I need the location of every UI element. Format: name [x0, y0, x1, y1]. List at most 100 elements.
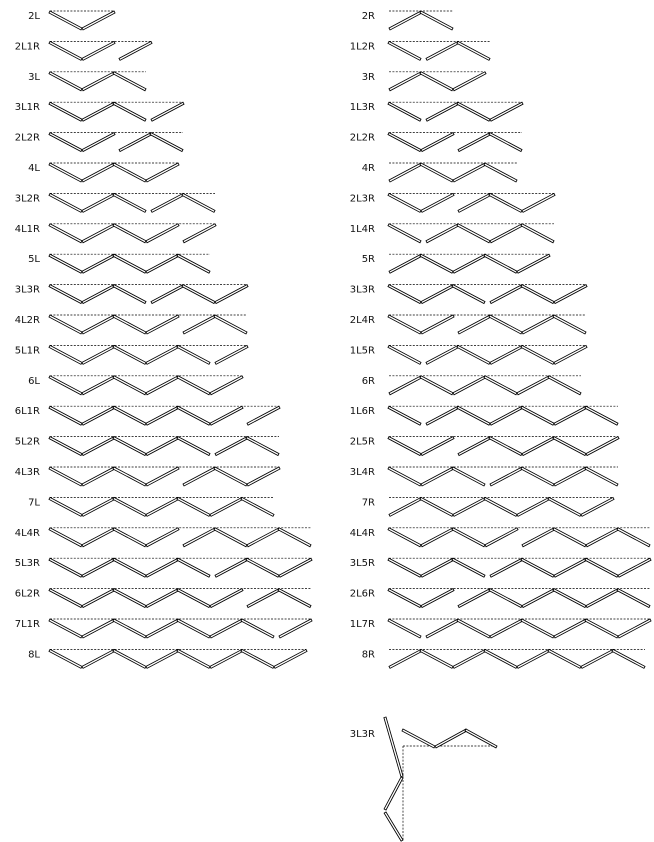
strip-segment: [420, 557, 455, 578]
pattern-3L3R: 3L3R: [15, 284, 249, 305]
pattern-label: 3L3R: [350, 285, 375, 296]
strip-segment: [48, 10, 83, 31]
strip-segment: [112, 436, 147, 457]
strip-segment: [213, 466, 248, 487]
strip-segment: [145, 588, 180, 609]
pattern-3R: 3R: [362, 71, 487, 92]
strip-segment: [457, 436, 492, 457]
strip-segment: [145, 253, 180, 274]
strip-segment: [520, 344, 555, 365]
strip-segment: [112, 618, 147, 639]
strip-segment: [488, 436, 523, 457]
strip-segment: [457, 314, 492, 335]
strip-segment: [176, 496, 211, 517]
strip-segment: [521, 436, 556, 457]
strip-segment: [489, 405, 524, 426]
pattern-5L1R: 5L1R: [15, 344, 249, 365]
strip-segment: [451, 527, 486, 548]
strip-segment: [516, 253, 551, 274]
strip-segment: [176, 588, 211, 609]
strip-segment: [387, 223, 422, 244]
strip-segment: [483, 496, 518, 517]
strip-segment: [387, 436, 422, 457]
pattern-6L: 6L: [28, 375, 244, 396]
strip-segment: [420, 284, 455, 305]
strip-segment: [112, 314, 147, 335]
pattern-label: 2L6R: [350, 589, 375, 600]
pattern-4L2R: 4L2R: [15, 314, 248, 335]
strip-segment: [118, 132, 153, 153]
strip-segment: [388, 71, 423, 92]
strip-segment: [145, 314, 180, 335]
pattern-3L1R: 3L1R: [15, 101, 185, 122]
strip-segment: [483, 162, 518, 183]
pattern-label: 6L1R: [15, 406, 40, 417]
strip-segment: [209, 588, 244, 609]
strip-segment: [181, 284, 216, 305]
strip-segment: [209, 375, 244, 396]
strip-segment: [520, 557, 555, 578]
pattern-4L4R: 4L4R: [350, 527, 651, 548]
pattern-4L3R: 4L3R: [15, 466, 281, 487]
strip-segment: [48, 436, 83, 457]
strip-segment: [520, 405, 555, 426]
strip-segment: [388, 253, 423, 274]
strip-segment: [420, 527, 455, 548]
strip-segment: [489, 284, 524, 305]
strip-segment: [176, 618, 211, 639]
strip-segment: [112, 192, 147, 213]
strip-segment: [278, 557, 313, 578]
strip-segment: [145, 375, 180, 396]
pattern-5R: 5R: [362, 253, 551, 274]
pattern-label: 3L4R: [350, 467, 375, 478]
strip-segment: [81, 648, 116, 669]
strip-segment: [456, 344, 491, 365]
strip-segment: [245, 436, 280, 457]
strip-segment: [118, 40, 153, 61]
strip-segment: [552, 314, 587, 335]
strip-segment: [387, 588, 422, 609]
strip-segment: [112, 71, 147, 92]
strip-segment: [48, 253, 83, 274]
pattern-label: 2L4R: [350, 315, 375, 326]
strip-segment: [81, 466, 116, 487]
strip-segment: [213, 527, 248, 548]
strip-segment: [48, 132, 83, 153]
strip-segment: [387, 284, 422, 305]
pattern-4L1R: 4L1R: [15, 223, 217, 244]
strip-segment: [483, 375, 518, 396]
pattern-1L3R: 1L3R: [350, 101, 524, 122]
strip-segment: [521, 314, 556, 335]
strip-segment: [489, 223, 524, 244]
strip-segment: [277, 588, 312, 609]
strip-segment: [521, 588, 556, 609]
strip-segment: [584, 557, 619, 578]
strip-segment: [547, 375, 582, 396]
pattern-2L6R: 2L6R: [350, 588, 651, 609]
strip-segment: [420, 588, 455, 609]
strip-segment: [246, 527, 281, 548]
strip-segment: [81, 436, 116, 457]
strip-segment: [48, 192, 83, 213]
strip-segment: [388, 375, 423, 396]
pattern-label: 2L2R: [15, 133, 40, 144]
pattern-3L5R: 3L5R: [350, 557, 652, 578]
strip-segment: [149, 132, 184, 153]
strip-segment: [48, 618, 83, 639]
strip-segment: [81, 284, 116, 305]
strip-segment: [81, 10, 116, 31]
pattern-label: 5L1R: [15, 345, 40, 356]
strip-segment: [419, 253, 454, 274]
strip-segment: [516, 648, 551, 669]
strip-segment: [520, 618, 555, 639]
strip-segment: [48, 223, 83, 244]
pattern-label: 1L5R: [350, 345, 375, 356]
strip-segment: [48, 284, 83, 305]
pattern-label: 5L3R: [15, 558, 40, 569]
pattern-8L: 8L: [28, 648, 308, 669]
strip-segment: [81, 405, 116, 426]
strip-segment: [580, 496, 615, 517]
pattern-7L: 7L: [28, 496, 275, 517]
strip-segment: [383, 811, 404, 842]
strip-segment: [488, 192, 523, 213]
